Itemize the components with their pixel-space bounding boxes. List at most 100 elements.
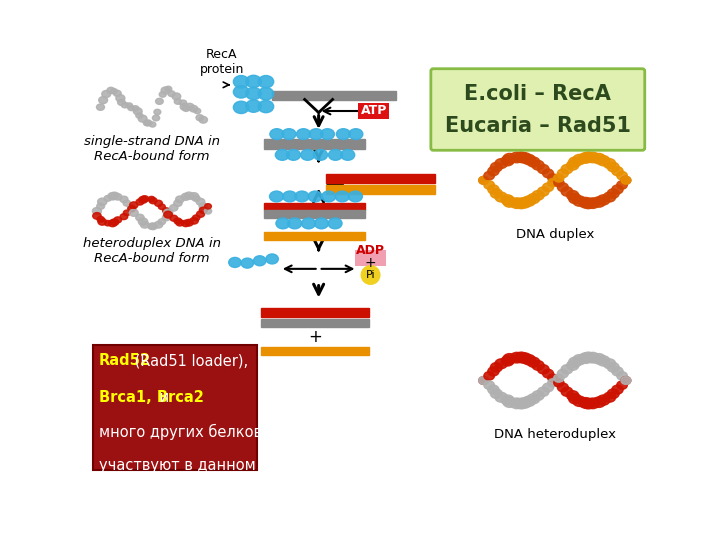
Text: +: + xyxy=(365,255,377,269)
Ellipse shape xyxy=(282,129,296,139)
Ellipse shape xyxy=(573,396,586,407)
Text: Brca1, Brca2: Brca1, Brca2 xyxy=(99,390,204,405)
Bar xyxy=(261,308,369,318)
Ellipse shape xyxy=(288,218,302,229)
Text: процессе: процессе xyxy=(99,492,171,507)
Ellipse shape xyxy=(554,179,564,187)
Ellipse shape xyxy=(314,150,328,160)
Text: ADP: ADP xyxy=(356,244,385,257)
Ellipse shape xyxy=(527,157,540,167)
Ellipse shape xyxy=(97,217,104,222)
Ellipse shape xyxy=(567,160,579,170)
Ellipse shape xyxy=(156,98,163,104)
Ellipse shape xyxy=(501,356,514,366)
Ellipse shape xyxy=(548,379,558,387)
Ellipse shape xyxy=(349,129,363,139)
Ellipse shape xyxy=(108,193,117,200)
Ellipse shape xyxy=(484,181,495,189)
Ellipse shape xyxy=(612,185,623,194)
Ellipse shape xyxy=(569,193,581,204)
Ellipse shape xyxy=(196,114,204,121)
Ellipse shape xyxy=(484,171,495,180)
Ellipse shape xyxy=(140,195,149,202)
Ellipse shape xyxy=(567,191,579,200)
FancyBboxPatch shape xyxy=(355,251,386,266)
Ellipse shape xyxy=(495,159,508,168)
Ellipse shape xyxy=(139,197,148,203)
Ellipse shape xyxy=(123,210,130,215)
Ellipse shape xyxy=(490,389,503,399)
Ellipse shape xyxy=(184,192,194,199)
Ellipse shape xyxy=(98,218,107,225)
Ellipse shape xyxy=(490,163,503,172)
Ellipse shape xyxy=(607,189,619,198)
Ellipse shape xyxy=(515,198,528,208)
Ellipse shape xyxy=(554,374,564,382)
Ellipse shape xyxy=(538,387,549,396)
Ellipse shape xyxy=(527,357,540,367)
Ellipse shape xyxy=(204,208,212,214)
Ellipse shape xyxy=(579,397,592,408)
Ellipse shape xyxy=(503,197,516,207)
Ellipse shape xyxy=(190,218,198,224)
Ellipse shape xyxy=(199,203,207,210)
Ellipse shape xyxy=(582,399,595,409)
Ellipse shape xyxy=(136,113,143,118)
Ellipse shape xyxy=(341,150,355,160)
Bar xyxy=(261,347,369,355)
Bar xyxy=(261,319,369,327)
Ellipse shape xyxy=(165,86,172,92)
Bar xyxy=(264,139,365,148)
Ellipse shape xyxy=(133,108,142,115)
Ellipse shape xyxy=(174,99,181,104)
Ellipse shape xyxy=(518,353,531,363)
Ellipse shape xyxy=(593,197,606,207)
Ellipse shape xyxy=(503,354,516,364)
Ellipse shape xyxy=(159,92,166,97)
Ellipse shape xyxy=(510,353,523,363)
Ellipse shape xyxy=(586,152,600,163)
Ellipse shape xyxy=(322,191,336,202)
Ellipse shape xyxy=(523,154,536,165)
Ellipse shape xyxy=(258,87,274,100)
Ellipse shape xyxy=(186,103,194,110)
Circle shape xyxy=(361,266,380,284)
Bar xyxy=(272,91,396,100)
Ellipse shape xyxy=(573,196,586,206)
Ellipse shape xyxy=(154,109,161,114)
Text: ATP: ATP xyxy=(361,105,387,118)
Bar xyxy=(264,232,365,240)
Ellipse shape xyxy=(199,207,207,213)
Ellipse shape xyxy=(104,220,111,226)
Ellipse shape xyxy=(130,209,138,217)
Ellipse shape xyxy=(484,381,495,389)
FancyBboxPatch shape xyxy=(358,103,389,119)
Ellipse shape xyxy=(532,191,544,200)
Ellipse shape xyxy=(111,89,117,94)
Ellipse shape xyxy=(153,115,160,121)
Ellipse shape xyxy=(92,207,102,215)
Ellipse shape xyxy=(197,198,205,205)
Ellipse shape xyxy=(229,258,241,267)
Ellipse shape xyxy=(132,106,139,111)
FancyBboxPatch shape xyxy=(431,69,644,150)
Ellipse shape xyxy=(597,356,610,366)
Ellipse shape xyxy=(621,177,631,184)
Ellipse shape xyxy=(617,372,627,380)
Ellipse shape xyxy=(579,353,592,363)
Ellipse shape xyxy=(557,169,568,178)
Ellipse shape xyxy=(607,163,619,172)
Ellipse shape xyxy=(557,183,568,192)
Ellipse shape xyxy=(114,90,121,97)
Ellipse shape xyxy=(114,217,122,223)
Ellipse shape xyxy=(127,206,135,212)
Ellipse shape xyxy=(557,383,568,391)
Ellipse shape xyxy=(116,94,125,102)
Text: E.coli – RecA: E.coli – RecA xyxy=(464,84,611,104)
Ellipse shape xyxy=(561,187,572,196)
Ellipse shape xyxy=(148,224,156,230)
Ellipse shape xyxy=(527,193,540,204)
Text: Rad52: Rad52 xyxy=(99,353,151,368)
Ellipse shape xyxy=(189,105,198,112)
Ellipse shape xyxy=(617,381,627,389)
